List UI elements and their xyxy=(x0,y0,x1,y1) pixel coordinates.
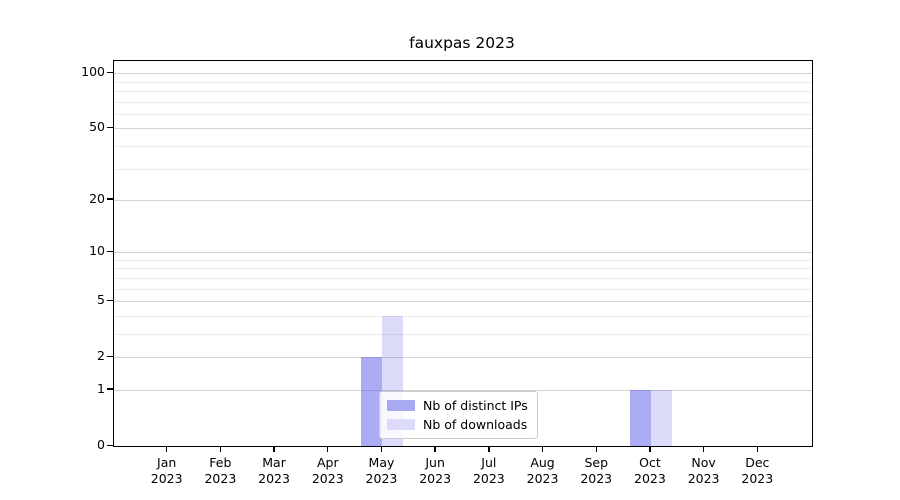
x-tick-mark xyxy=(434,446,436,452)
gridline-major xyxy=(114,128,812,130)
x-tick-mark xyxy=(327,446,329,452)
gridline-minor xyxy=(114,101,812,103)
gridline-minor xyxy=(114,268,812,270)
gridline-minor xyxy=(114,259,812,261)
x-tick-label: May 2023 xyxy=(365,455,398,486)
plot-area: Nb of distinct IPs Nb of downloads xyxy=(113,60,813,447)
x-tick-label: Jan 2023 xyxy=(150,455,183,486)
bar-downloads xyxy=(650,389,672,446)
legend-swatch-downloads xyxy=(387,419,415,430)
y-tick-mark xyxy=(107,250,113,253)
x-tick-label: Feb 2023 xyxy=(204,455,237,486)
y-tick-label: 10 xyxy=(89,243,105,259)
y-tick-label: 5 xyxy=(97,292,105,308)
y-tick-mark xyxy=(107,299,113,302)
chart-title: fauxpas 2023 xyxy=(409,34,515,52)
x-tick-mark xyxy=(595,446,597,452)
gridline-minor xyxy=(114,277,812,279)
x-tick-mark xyxy=(380,446,383,452)
x-tick-label: Aug 2023 xyxy=(526,455,559,486)
legend-label-downloads: Nb of downloads xyxy=(423,417,528,432)
gridline-major xyxy=(114,199,812,201)
y-tick-label: 100 xyxy=(81,64,105,80)
x-tick-mark xyxy=(649,446,651,452)
y-tick-mark xyxy=(107,71,113,73)
x-tick-label: Apr 2023 xyxy=(311,455,344,486)
gridline-major xyxy=(114,357,812,359)
x-tick-label: Jun 2023 xyxy=(419,455,452,486)
y-tick-mark xyxy=(107,355,113,358)
legend-item-downloads: Nb of downloads xyxy=(387,417,528,432)
x-tick-label: Dec 2023 xyxy=(741,455,774,486)
x-tick-mark xyxy=(541,446,544,452)
gridline-major xyxy=(114,73,812,75)
gridline-minor xyxy=(114,81,812,83)
x-tick-label: Nov 2023 xyxy=(687,455,720,486)
gridline-major xyxy=(114,252,812,254)
legend-label-distinct-ips: Nb of distinct IPs xyxy=(423,398,528,413)
gridline-minor xyxy=(114,288,812,290)
x-tick-mark xyxy=(488,446,490,452)
bar-distinct-ips xyxy=(629,389,651,446)
gridline-minor xyxy=(114,333,812,335)
y-tick-mark xyxy=(107,198,113,200)
x-tick-mark xyxy=(756,446,758,452)
y-tick-label: 1 xyxy=(97,380,105,396)
gridline-major xyxy=(114,301,812,303)
gridline-major xyxy=(114,389,812,391)
gridline-minor xyxy=(114,113,812,115)
y-tick-label: 0 xyxy=(97,437,105,452)
y-tick-mark xyxy=(107,444,113,446)
legend-item-distinct-ips: Nb of distinct IPs xyxy=(387,398,528,413)
x-tick-mark xyxy=(219,446,222,452)
x-tick-label: Oct 2023 xyxy=(634,455,666,486)
x-tick-label: Jul 2023 xyxy=(472,455,505,486)
y-tick-label: 50 xyxy=(89,119,105,135)
chart-legend: Nb of distinct IPs Nb of downloads xyxy=(379,391,538,439)
y-tick-mark xyxy=(107,126,113,129)
x-tick-mark xyxy=(165,446,168,452)
gridline-minor xyxy=(114,315,812,317)
gridline-minor xyxy=(114,145,812,147)
x-tick-mark xyxy=(702,446,705,452)
y-tick-mark xyxy=(107,388,113,390)
gridline-minor xyxy=(114,90,812,92)
gridline-minor xyxy=(114,168,812,170)
x-tick-label: Mar 2023 xyxy=(258,455,290,486)
y-tick-label: 2 xyxy=(97,348,105,364)
legend-swatch-distinct-ips xyxy=(387,400,415,411)
bar-distinct-ips xyxy=(361,357,383,446)
x-tick-label: Sep 2023 xyxy=(580,455,613,486)
x-tick-mark xyxy=(273,446,275,452)
y-tick-label: 20 xyxy=(89,190,105,206)
